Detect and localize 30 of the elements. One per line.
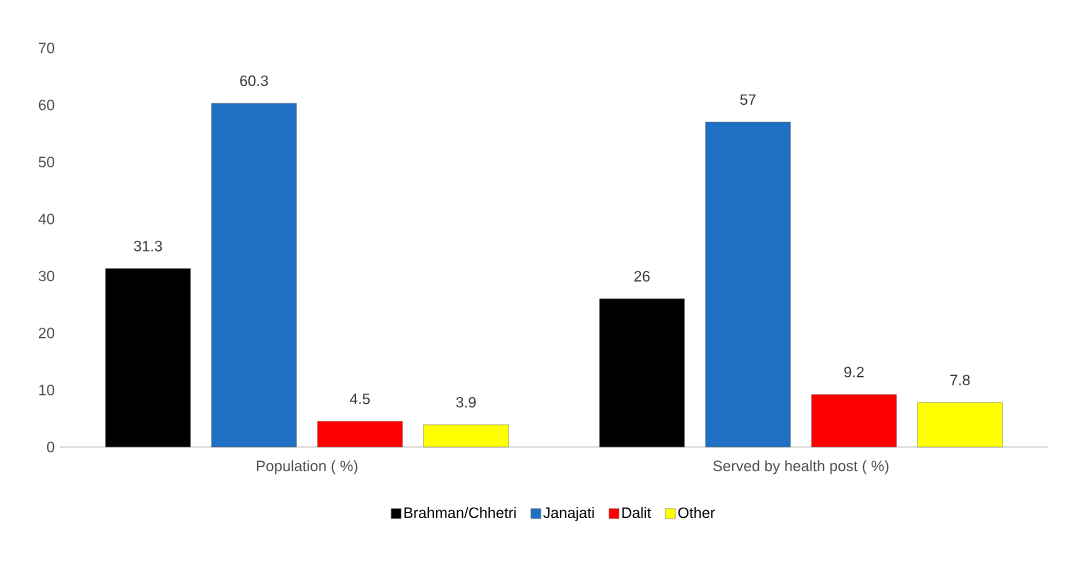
y-tick-label: 0 [47, 441, 55, 453]
bar [599, 298, 685, 448]
y-tick-label: 50 [38, 156, 55, 168]
y-tick-label: 40 [38, 213, 55, 225]
bar [423, 424, 509, 448]
data-label: 31.3 [133, 240, 162, 252]
data-label: 57 [740, 94, 756, 105]
x-tick-label: Served by health post ( %) [713, 460, 889, 475]
bar [705, 121, 791, 448]
y-tick-label: 30 [38, 270, 55, 282]
data-label: 26 [634, 270, 650, 282]
y-tick-label: 70 [38, 42, 55, 54]
y-tick-label: 20 [38, 327, 55, 339]
data-label: 9.2 [844, 366, 864, 378]
bar [105, 268, 191, 448]
data-label: 3.9 [456, 396, 476, 408]
bar [917, 402, 1003, 448]
legend-label: Brahman/Chhetri [404, 507, 516, 519]
bar [317, 421, 403, 448]
bar [811, 394, 897, 448]
data-label: 4.5 [349, 393, 370, 405]
bar [211, 103, 297, 448]
data-label: 60.3 [240, 75, 268, 87]
x-tick-label: Population ( %) [256, 460, 358, 475]
legend-label: Dalit [622, 507, 652, 519]
data-label: 7.8 [950, 374, 970, 386]
y-tick-label: 10 [39, 384, 55, 396]
legend-label: Janajati [543, 507, 594, 522]
y-tick-label: 60 [38, 99, 55, 111]
legend-label: Other [678, 507, 715, 519]
